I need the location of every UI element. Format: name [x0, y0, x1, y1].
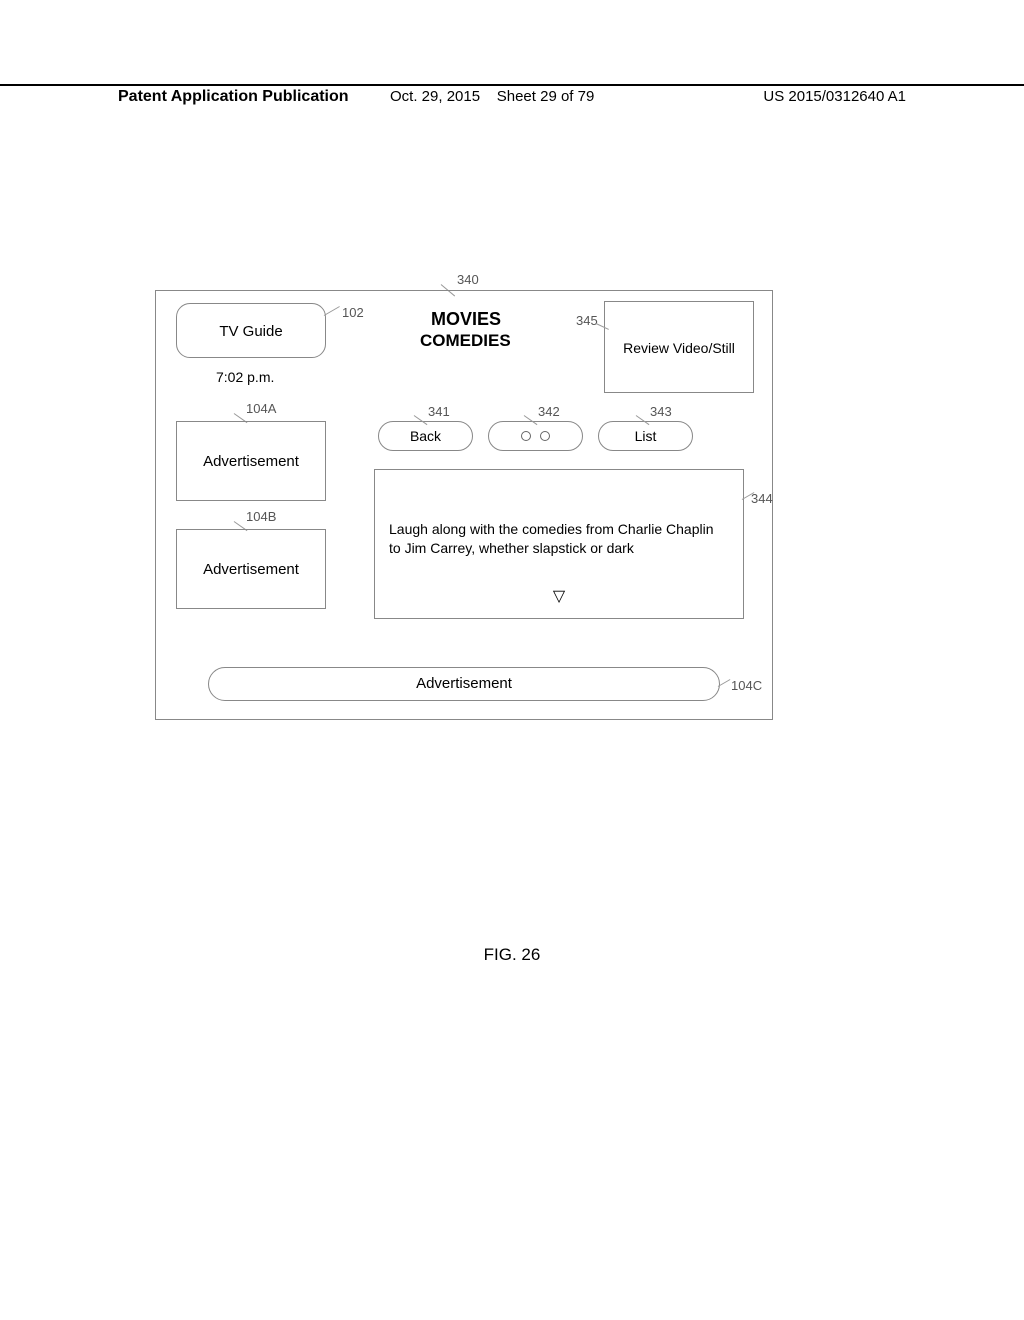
list-button[interactable]: List: [598, 421, 693, 451]
ref-104A: 104A: [246, 401, 276, 416]
header-sheet: Sheet 29 of 79: [497, 88, 595, 105]
ref-104C: 104C: [731, 678, 762, 693]
ref-343: 343: [650, 404, 672, 419]
time-label: 7:02 p.m.: [216, 369, 274, 385]
header-mid: Oct. 29, 2015 Sheet 29 of 79: [390, 88, 594, 105]
title-comedies: COMEDIES: [420, 331, 511, 351]
nav-button[interactable]: [488, 421, 583, 451]
ad-a-box[interactable]: Advertisement: [176, 421, 326, 501]
figure-caption: FIG. 26: [0, 945, 1024, 965]
ref-104B: 104B: [246, 509, 276, 524]
gear-icon: [521, 431, 531, 441]
description-box: Laugh along with the comedies from Charl…: [374, 469, 744, 619]
ad-b-box[interactable]: Advertisement: [176, 529, 326, 609]
screen-outline: TV Guide 102 7:02 p.m. MOVIES COMEDIES R…: [155, 290, 773, 720]
figure-26: 340 TV Guide 102 7:02 p.m. MOVIES COMEDI…: [155, 290, 773, 720]
header-date: Oct. 29, 2015: [390, 88, 480, 105]
gear-icon: [540, 431, 550, 441]
description-text: Laugh along with the comedies from Charl…: [389, 521, 714, 556]
ref-342: 342: [538, 404, 560, 419]
back-button[interactable]: Back: [378, 421, 473, 451]
review-box[interactable]: Review Video/Still: [604, 301, 754, 393]
header-pubno: US 2015/0312640 A1: [763, 88, 906, 105]
ref-341: 341: [428, 404, 450, 419]
ref-102: 102: [342, 305, 364, 320]
header-left: Patent Application Publication: [118, 88, 349, 106]
ref-340: 340: [457, 272, 479, 287]
lead-102: [324, 306, 340, 316]
ad-c-box[interactable]: Advertisement: [208, 667, 720, 701]
scroll-down-icon[interactable]: ▽: [553, 586, 565, 608]
title-movies: MOVIES: [431, 309, 501, 330]
tv-guide-box[interactable]: TV Guide: [176, 303, 326, 358]
ref-344: 344: [751, 491, 773, 506]
ref-345: 345: [576, 313, 598, 328]
patent-page: Patent Application Publication Oct. 29, …: [0, 0, 1024, 1320]
